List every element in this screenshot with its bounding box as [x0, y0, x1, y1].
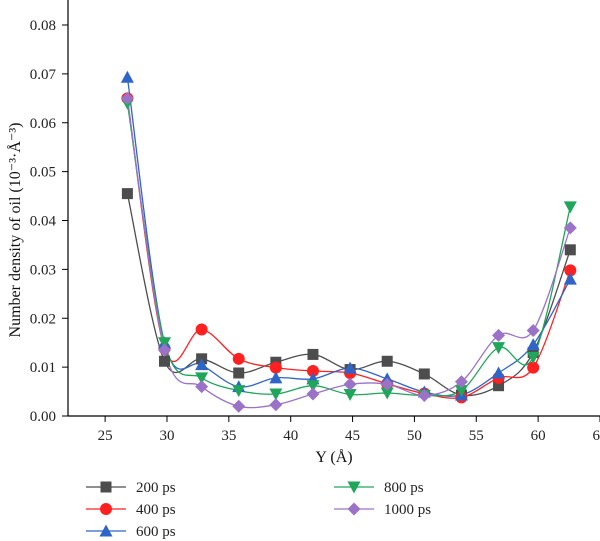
- legend-item: 1000 ps: [334, 502, 431, 518]
- data-point: [233, 367, 245, 379]
- data-point: [306, 387, 320, 401]
- x-tick-label: 45: [345, 428, 360, 444]
- data-point: [120, 70, 134, 83]
- legend-label: 1000 ps: [384, 502, 431, 518]
- data-point: [195, 323, 208, 336]
- data-point: [232, 385, 246, 398]
- data-point: [121, 188, 133, 200]
- legend-marker: [100, 503, 112, 515]
- x-tick-label: 25: [98, 428, 113, 444]
- data-point: [563, 201, 577, 214]
- data-point: [158, 343, 172, 357]
- data-point: [195, 380, 209, 394]
- data-point: [418, 368, 430, 380]
- x-tick-label: 55: [469, 428, 484, 444]
- data-point: [269, 361, 282, 374]
- legend-label: 200 ps: [136, 480, 176, 496]
- data-point: [492, 328, 506, 342]
- data-point: [526, 338, 540, 351]
- data-point: [307, 348, 319, 360]
- x-tick-label: 35: [221, 428, 236, 444]
- y-tick-label: 0.06: [30, 116, 57, 132]
- data-point: [454, 385, 468, 398]
- legend-item: 200 ps: [86, 480, 176, 496]
- series-lines: [126, 77, 571, 409]
- x-tick-label: 40: [283, 428, 298, 444]
- data-point: [195, 358, 209, 371]
- series-line: [126, 98, 571, 399]
- legend-label: 400 ps: [136, 502, 176, 518]
- legend-item: 800 ps: [334, 480, 424, 496]
- data-point: [564, 264, 577, 277]
- legend-item: 600 ps: [86, 524, 176, 540]
- x-axis-title: Y (Å): [315, 448, 352, 466]
- data-point: [343, 388, 357, 401]
- y-tick-label: 0.00: [30, 409, 56, 425]
- data-point: [159, 355, 171, 367]
- data-point: [417, 388, 431, 402]
- y-tick-label: 0.07: [30, 67, 57, 83]
- plot-area: 253035404550556065 0.000.010.020.030.040…: [30, 0, 600, 444]
- data-point: [269, 388, 283, 401]
- y-tick-label: 0.08: [30, 18, 56, 34]
- x-tick-label: 60: [531, 428, 546, 444]
- y-tick-label: 0.01: [30, 360, 56, 376]
- x-ticks: 25 30 35 40 45 50 55 60 65: [98, 416, 600, 444]
- data-point: [306, 365, 319, 378]
- legend-marker: [99, 524, 113, 537]
- y-tick-label: 0.05: [30, 165, 56, 181]
- data-point: [493, 380, 505, 392]
- legend-marker: [347, 502, 361, 516]
- y-tick-label: 0.03: [30, 262, 56, 278]
- x-tick-label: 30: [159, 428, 174, 444]
- data-point: [381, 355, 393, 367]
- y-tick-label: 0.04: [30, 214, 57, 230]
- data-point: [343, 361, 357, 374]
- data-point: [343, 377, 357, 391]
- data-point: [527, 361, 540, 374]
- data-point: [526, 351, 540, 364]
- legend-item: 400 ps: [86, 502, 176, 518]
- data-point: [232, 399, 246, 413]
- data-point: [454, 375, 468, 389]
- legend-marker: [100, 481, 112, 493]
- data-point: [195, 372, 209, 385]
- data-point: [492, 342, 506, 355]
- legend-marker: [347, 481, 361, 494]
- legend: 200 ps 400 ps 600 ps 800 ps 1000 ps: [86, 480, 431, 540]
- legend-label: 600 ps: [136, 524, 176, 540]
- legend-label: 800 ps: [384, 480, 424, 496]
- data-point: [564, 244, 576, 256]
- series-markers: [120, 70, 577, 413]
- x-tick-label: 65: [593, 428, 600, 444]
- data-point: [563, 272, 577, 285]
- x-tick-label: 50: [407, 428, 422, 444]
- data-point: [380, 377, 394, 391]
- series-line: [126, 103, 571, 397]
- data-point: [232, 352, 245, 365]
- y-ticks: 0.00 0.01 0.02 0.03 0.04 0.05 0.06 0.07 0.08: [30, 18, 68, 425]
- data-point: [306, 380, 320, 393]
- data-point: [380, 387, 394, 400]
- data-point: [269, 398, 283, 412]
- data-point: [492, 366, 506, 379]
- data-point: [158, 337, 172, 350]
- data-point: [526, 323, 540, 337]
- data-point: [563, 221, 577, 235]
- data-point: [120, 91, 134, 105]
- y-axis-title: Number density of oil (10⁻³·Å⁻³): [6, 123, 24, 338]
- y-tick-label: 0.02: [30, 311, 56, 327]
- data-point: [269, 371, 283, 384]
